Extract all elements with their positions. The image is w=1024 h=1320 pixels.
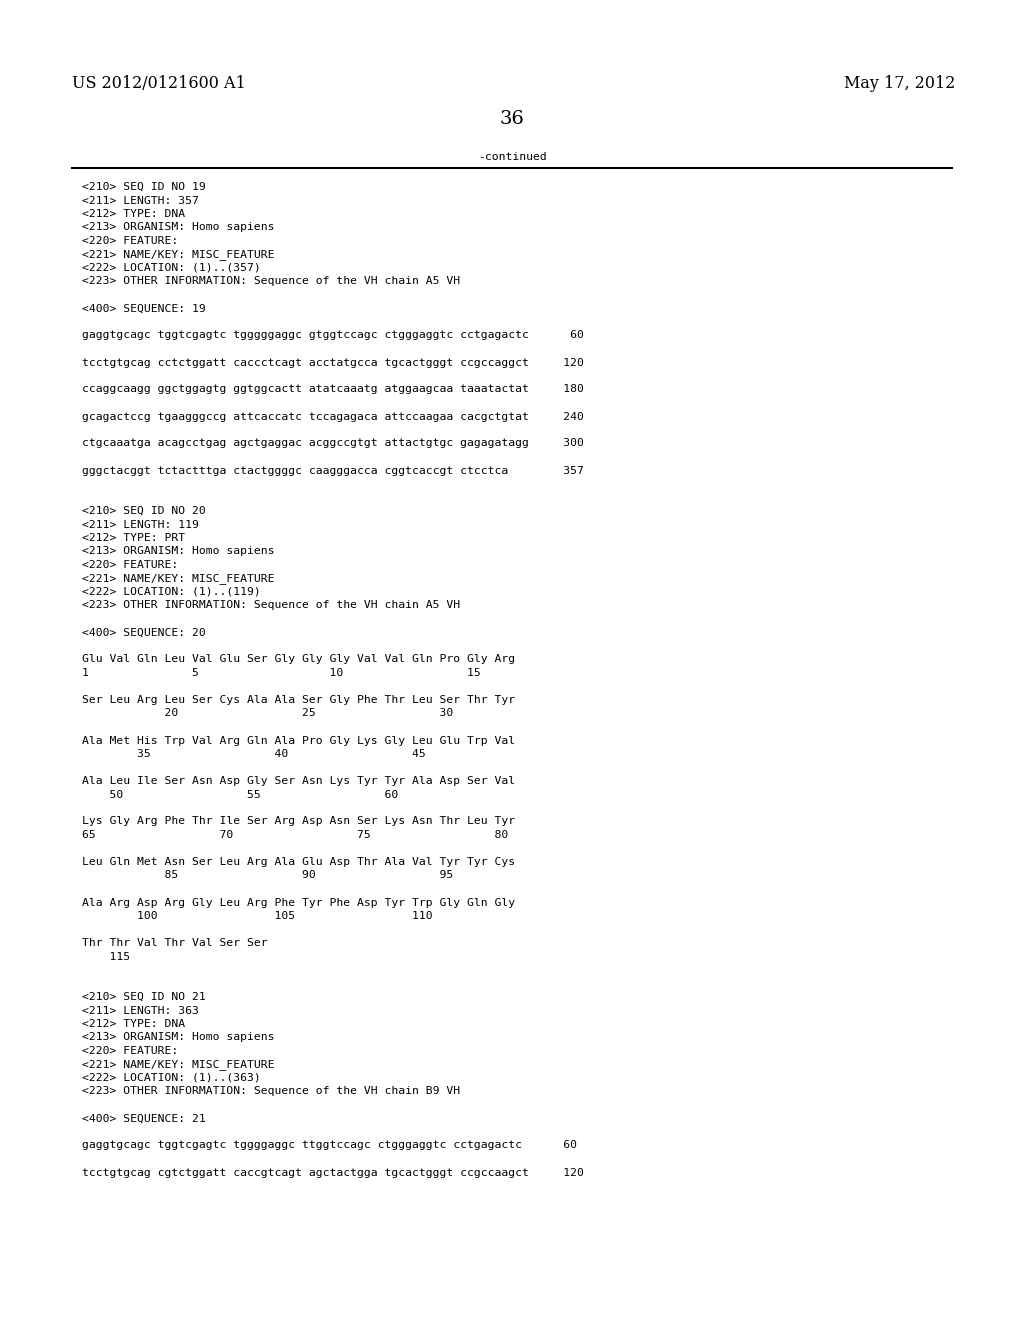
Text: ccaggcaagg ggctggagtg ggtggcactt atatcaaatg atggaagcaa taaatactat     180: ccaggcaagg ggctggagtg ggtggcactt atatcaa… [82, 384, 584, 395]
Text: <400> SEQUENCE: 19: <400> SEQUENCE: 19 [82, 304, 206, 314]
Text: <221> NAME/KEY: MISC_FEATURE: <221> NAME/KEY: MISC_FEATURE [82, 573, 274, 585]
Text: Ala Leu Ile Ser Asn Asp Gly Ser Asn Lys Tyr Tyr Ala Asp Ser Val: Ala Leu Ile Ser Asn Asp Gly Ser Asn Lys … [82, 776, 515, 785]
Text: <212> TYPE: PRT: <212> TYPE: PRT [82, 533, 185, 543]
Text: <220> FEATURE:: <220> FEATURE: [82, 1045, 178, 1056]
Text: Lys Gly Arg Phe Thr Ile Ser Arg Asp Asn Ser Lys Asn Thr Leu Tyr: Lys Gly Arg Phe Thr Ile Ser Arg Asp Asn … [82, 817, 515, 826]
Text: May 17, 2012: May 17, 2012 [844, 75, 955, 92]
Text: 36: 36 [500, 110, 524, 128]
Text: Glu Val Gln Leu Val Glu Ser Gly Gly Gly Val Val Gln Pro Gly Arg: Glu Val Gln Leu Val Glu Ser Gly Gly Gly … [82, 655, 515, 664]
Text: <210> SEQ ID NO 19: <210> SEQ ID NO 19 [82, 182, 206, 191]
Text: 65                  70                  75                  80: 65 70 75 80 [82, 830, 508, 840]
Text: <222> LOCATION: (1)..(119): <222> LOCATION: (1)..(119) [82, 587, 261, 597]
Text: gggctacggt tctactttga ctactggggc caagggacca cggtcaccgt ctcctca        357: gggctacggt tctactttga ctactggggc caaggga… [82, 466, 584, 475]
Text: Ala Arg Asp Arg Gly Leu Arg Phe Tyr Phe Asp Tyr Trp Gly Gln Gly: Ala Arg Asp Arg Gly Leu Arg Phe Tyr Phe … [82, 898, 515, 908]
Text: <220> FEATURE:: <220> FEATURE: [82, 236, 178, 246]
Text: <221> NAME/KEY: MISC_FEATURE: <221> NAME/KEY: MISC_FEATURE [82, 1060, 274, 1071]
Text: 100                 105                 110: 100 105 110 [82, 911, 432, 921]
Text: Ser Leu Arg Leu Ser Cys Ala Ala Ser Gly Phe Thr Leu Ser Thr Tyr: Ser Leu Arg Leu Ser Cys Ala Ala Ser Gly … [82, 696, 515, 705]
Text: <223> OTHER INFORMATION: Sequence of the VH chain B9 VH: <223> OTHER INFORMATION: Sequence of the… [82, 1086, 460, 1097]
Text: Thr Thr Val Thr Val Ser Ser: Thr Thr Val Thr Val Ser Ser [82, 939, 267, 948]
Text: <213> ORGANISM: Homo sapiens: <213> ORGANISM: Homo sapiens [82, 223, 274, 232]
Text: <213> ORGANISM: Homo sapiens: <213> ORGANISM: Homo sapiens [82, 546, 274, 557]
Text: 85                  90                  95: 85 90 95 [82, 870, 454, 880]
Text: ctgcaaatga acagcctgag agctgaggac acggccgtgt attactgtgc gagagatagg     300: ctgcaaatga acagcctgag agctgaggac acggccg… [82, 438, 584, 449]
Text: <400> SEQUENCE: 20: <400> SEQUENCE: 20 [82, 627, 206, 638]
Text: -continued: -continued [477, 152, 547, 162]
Text: gaggtgcagc tggtcgagtc tgggggaggc gtggtccagc ctgggaggtc cctgagactc      60: gaggtgcagc tggtcgagtc tgggggaggc gtggtcc… [82, 330, 584, 341]
Text: gaggtgcagc tggtcgagtc tggggaggc ttggtccagc ctgggaggtc cctgagactc      60: gaggtgcagc tggtcgagtc tggggaggc ttggtcca… [82, 1140, 577, 1151]
Text: <213> ORGANISM: Homo sapiens: <213> ORGANISM: Homo sapiens [82, 1032, 274, 1043]
Text: <222> LOCATION: (1)..(357): <222> LOCATION: (1)..(357) [82, 263, 261, 273]
Text: tcctgtgcag cgtctggatt caccgtcagt agctactgga tgcactgggt ccgccaagct     120: tcctgtgcag cgtctggatt caccgtcagt agctact… [82, 1167, 584, 1177]
Text: <212> TYPE: DNA: <212> TYPE: DNA [82, 1019, 185, 1030]
Text: <220> FEATURE:: <220> FEATURE: [82, 560, 178, 570]
Text: <211> LENGTH: 363: <211> LENGTH: 363 [82, 1006, 199, 1015]
Text: <223> OTHER INFORMATION: Sequence of the VH chain A5 VH: <223> OTHER INFORMATION: Sequence of the… [82, 601, 460, 610]
Text: <210> SEQ ID NO 20: <210> SEQ ID NO 20 [82, 506, 206, 516]
Text: 35                  40                  45: 35 40 45 [82, 748, 426, 759]
Text: <211> LENGTH: 357: <211> LENGTH: 357 [82, 195, 199, 206]
Text: Ala Met His Trp Val Arg Gln Ala Pro Gly Lys Gly Leu Glu Trp Val: Ala Met His Trp Val Arg Gln Ala Pro Gly … [82, 735, 515, 746]
Text: <223> OTHER INFORMATION: Sequence of the VH chain A5 VH: <223> OTHER INFORMATION: Sequence of the… [82, 276, 460, 286]
Text: <211> LENGTH: 119: <211> LENGTH: 119 [82, 520, 199, 529]
Text: <222> LOCATION: (1)..(363): <222> LOCATION: (1)..(363) [82, 1073, 261, 1082]
Text: <400> SEQUENCE: 21: <400> SEQUENCE: 21 [82, 1114, 206, 1123]
Text: tcctgtgcag cctctggatt caccctcagt acctatgcca tgcactgggt ccgccaggct     120: tcctgtgcag cctctggatt caccctcagt acctatg… [82, 358, 584, 367]
Text: Leu Gln Met Asn Ser Leu Arg Ala Glu Asp Thr Ala Val Tyr Tyr Cys: Leu Gln Met Asn Ser Leu Arg Ala Glu Asp … [82, 857, 515, 867]
Text: 20                  25                  30: 20 25 30 [82, 709, 454, 718]
Text: <221> NAME/KEY: MISC_FEATURE: <221> NAME/KEY: MISC_FEATURE [82, 249, 274, 260]
Text: <210> SEQ ID NO 21: <210> SEQ ID NO 21 [82, 993, 206, 1002]
Text: 1               5                   10                  15: 1 5 10 15 [82, 668, 480, 678]
Text: 115: 115 [82, 952, 130, 961]
Text: US 2012/0121600 A1: US 2012/0121600 A1 [72, 75, 246, 92]
Text: <212> TYPE: DNA: <212> TYPE: DNA [82, 209, 185, 219]
Text: 50                  55                  60: 50 55 60 [82, 789, 398, 800]
Text: gcagactccg tgaagggccg attcaccatc tccagagaca attccaagaa cacgctgtat     240: gcagactccg tgaagggccg attcaccatc tccagag… [82, 412, 584, 421]
